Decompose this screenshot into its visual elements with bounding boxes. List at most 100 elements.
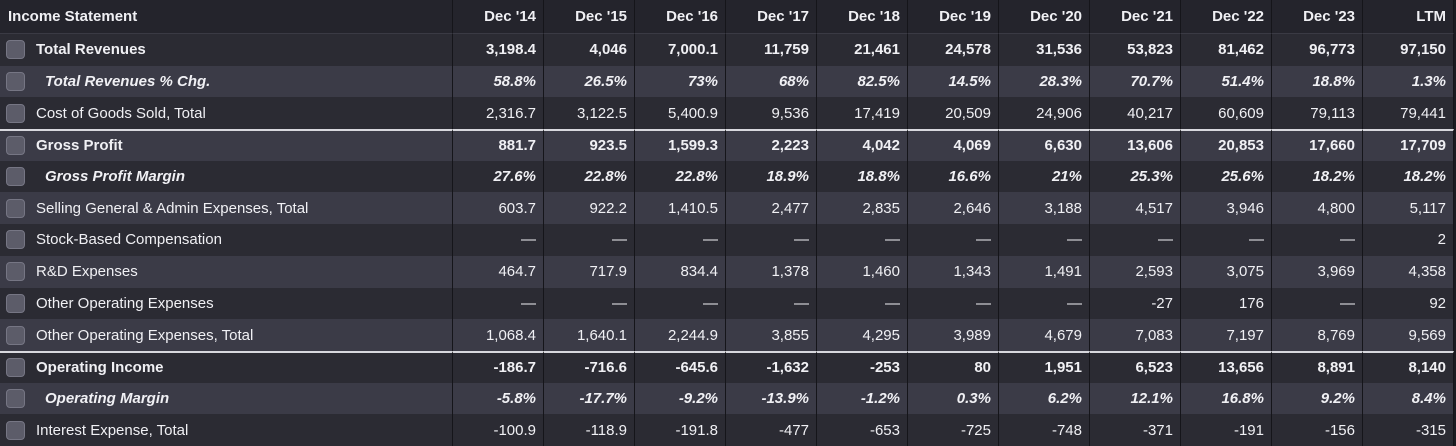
value-cell: 20,509 xyxy=(908,97,999,130)
row-label: Total Revenues xyxy=(36,41,146,59)
value-cell: 1.3% xyxy=(1363,65,1454,98)
row-label: Gross Profit xyxy=(36,137,123,155)
value-cell: 2,477 xyxy=(726,192,817,225)
value-cell: -748 xyxy=(999,414,1090,446)
value-cell: -477 xyxy=(726,414,817,446)
value-cell: 9,569 xyxy=(1363,319,1454,351)
row-checkbox[interactable] xyxy=(6,40,25,60)
column-header[interactable]: Dec '21 xyxy=(1090,0,1181,34)
value-cell: 603.7 xyxy=(453,192,544,225)
row-checkbox[interactable] xyxy=(6,420,25,440)
row-label-cell: Total Revenues xyxy=(0,34,453,66)
value-cell: -371 xyxy=(1090,414,1181,446)
value-cell: 6.2% xyxy=(999,382,1090,415)
value-cell: 3,969 xyxy=(1272,255,1363,288)
column-header[interactable]: Dec '19 xyxy=(908,0,999,34)
row-checkbox[interactable] xyxy=(6,167,25,187)
row-label: Cost of Goods Sold, Total xyxy=(36,104,206,122)
row-label-cell: Stock-Based Compensation xyxy=(0,224,453,256)
value-cell: 18.2% xyxy=(1272,160,1363,193)
value-cell: 97,150 xyxy=(1363,34,1454,66)
row-label: Selling General & Admin Expenses, Total xyxy=(36,199,309,217)
row-label: R&D Expenses xyxy=(36,263,138,281)
value-cell: 20,853 xyxy=(1181,129,1272,161)
value-cell: 13,606 xyxy=(1090,129,1181,161)
row-checkbox[interactable] xyxy=(6,230,25,250)
value-cell: 4,800 xyxy=(1272,192,1363,225)
value-cell: 8,891 xyxy=(1272,350,1363,383)
row-label: Other Operating Expenses xyxy=(36,294,214,312)
value-cell: 2,593 xyxy=(1090,255,1181,288)
value-cell: 4,517 xyxy=(1090,192,1181,225)
value-cell: 18.8% xyxy=(817,160,908,193)
value-cell: — xyxy=(908,224,999,256)
value-cell: 17,709 xyxy=(1363,129,1454,161)
row-label-cell: Interest Expense, Total xyxy=(0,414,453,446)
value-cell: 3,198.4 xyxy=(453,34,544,66)
value-cell: -725 xyxy=(908,414,999,446)
column-header[interactable]: Dec '20 xyxy=(999,0,1090,34)
value-cell: 16.8% xyxy=(1181,382,1272,415)
value-cell: 2,244.9 xyxy=(635,319,726,351)
value-cell: -716.6 xyxy=(544,350,635,383)
row-checkbox[interactable] xyxy=(6,198,25,218)
value-cell: -1.2% xyxy=(817,382,908,415)
value-cell: 464.7 xyxy=(453,255,544,288)
column-header[interactable]: Dec '15 xyxy=(544,0,635,34)
column-header[interactable]: Dec '17 xyxy=(726,0,817,34)
value-cell: -118.9 xyxy=(544,414,635,446)
row-checkbox[interactable] xyxy=(6,262,25,282)
value-cell: 11,759 xyxy=(726,34,817,66)
value-cell: 881.7 xyxy=(453,129,544,161)
value-cell: 3,188 xyxy=(999,192,1090,225)
value-cell: 25.6% xyxy=(1181,160,1272,193)
value-cell: 717.9 xyxy=(544,255,635,288)
row-checkbox[interactable] xyxy=(6,388,25,408)
value-cell: 27.6% xyxy=(453,160,544,193)
row-label: Operating Income xyxy=(36,359,164,377)
value-cell: 1,343 xyxy=(908,255,999,288)
row-label-cell: Gross Profit xyxy=(0,129,453,161)
value-cell: 2,223 xyxy=(726,129,817,161)
row-checkbox[interactable] xyxy=(6,358,25,378)
value-cell: -13.9% xyxy=(726,382,817,415)
column-header[interactable]: Dec '23 xyxy=(1272,0,1363,34)
row-checkbox[interactable] xyxy=(6,293,25,313)
row-label-cell: Other Operating Expenses, Total xyxy=(0,319,453,351)
value-cell: — xyxy=(908,287,999,320)
value-cell: — xyxy=(726,224,817,256)
value-cell: -1,632 xyxy=(726,350,817,383)
value-cell: 16.6% xyxy=(908,160,999,193)
value-cell: 79,441 xyxy=(1363,97,1454,130)
value-cell: 17,660 xyxy=(1272,129,1363,161)
value-cell: 31,536 xyxy=(999,34,1090,66)
value-cell: 51.4% xyxy=(1181,65,1272,98)
column-header[interactable]: Dec '18 xyxy=(817,0,908,34)
column-header[interactable]: LTM xyxy=(1363,0,1454,34)
value-cell: — xyxy=(453,224,544,256)
value-cell: — xyxy=(544,287,635,320)
value-cell: 4,358 xyxy=(1363,255,1454,288)
value-cell: 81,462 xyxy=(1181,34,1272,66)
value-cell: -156 xyxy=(1272,414,1363,446)
value-cell: 1,068.4 xyxy=(453,319,544,351)
row-checkbox[interactable] xyxy=(6,136,25,156)
column-header[interactable]: Dec '14 xyxy=(453,0,544,34)
value-cell: 7,083 xyxy=(1090,319,1181,351)
row-label: Operating Margin xyxy=(45,389,170,407)
value-cell: 2,316.7 xyxy=(453,97,544,130)
value-cell: 176 xyxy=(1181,287,1272,320)
column-header[interactable]: Dec '16 xyxy=(635,0,726,34)
row-checkbox[interactable] xyxy=(6,72,25,92)
value-cell: 4,046 xyxy=(544,34,635,66)
value-cell: 80 xyxy=(908,350,999,383)
value-cell: 70.7% xyxy=(1090,65,1181,98)
row-label: Other Operating Expenses, Total xyxy=(36,326,254,344)
value-cell: 24,906 xyxy=(999,97,1090,130)
value-cell: 13,656 xyxy=(1181,350,1272,383)
column-header[interactable]: Dec '22 xyxy=(1181,0,1272,34)
row-checkbox[interactable] xyxy=(6,103,25,123)
value-cell: 1,640.1 xyxy=(544,319,635,351)
row-checkbox[interactable] xyxy=(6,325,25,345)
value-cell: -315 xyxy=(1363,414,1454,446)
